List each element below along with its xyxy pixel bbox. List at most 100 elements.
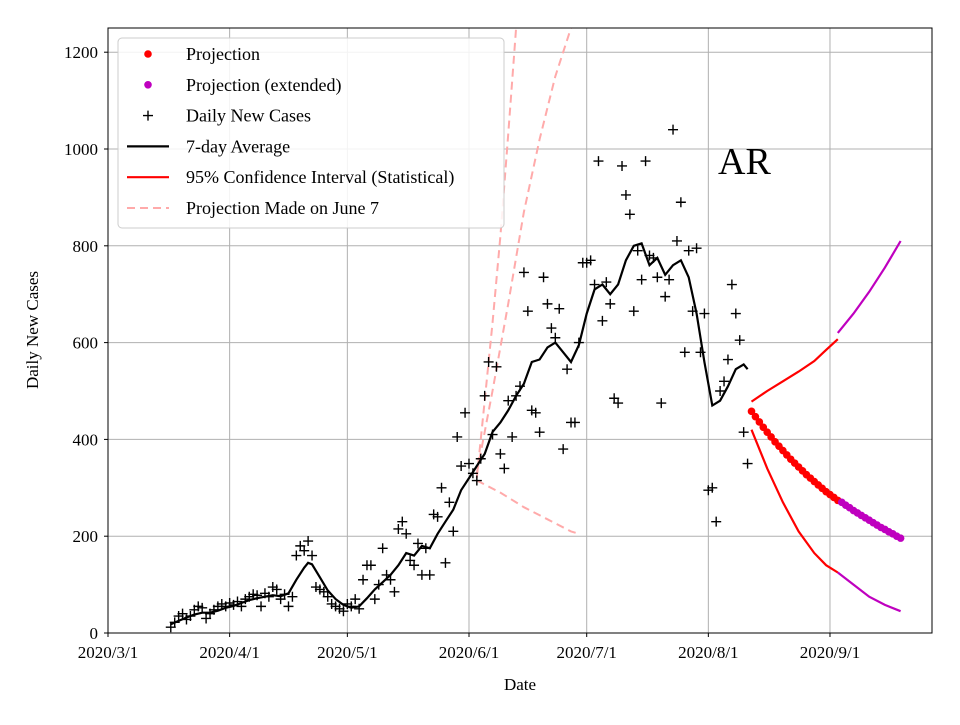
daily-case-marker xyxy=(456,461,467,472)
daily-case-marker xyxy=(463,458,474,469)
series-layer xyxy=(165,27,905,633)
daily-case-marker xyxy=(491,361,502,372)
projection-extended-point xyxy=(896,534,905,542)
x-tick-label: 2020/5/1 xyxy=(317,643,377,662)
daily-case-marker xyxy=(597,315,608,326)
projection-point xyxy=(751,412,760,421)
daily-case-marker xyxy=(444,497,455,508)
daily-case-marker xyxy=(177,608,188,619)
daily-case-marker xyxy=(585,255,596,266)
daily-case-marker xyxy=(664,274,675,285)
daily-case-marker xyxy=(711,516,722,527)
daily-case-marker xyxy=(605,298,616,309)
daily-case-marker xyxy=(640,156,651,167)
daily-case-marker xyxy=(636,274,647,285)
daily-case-marker xyxy=(518,267,529,278)
daily-case-marker xyxy=(338,606,349,617)
june7-projection-lower-line xyxy=(476,479,580,535)
seven-day-average-line xyxy=(170,242,749,626)
x-axis-title: Date xyxy=(504,675,536,694)
daily-case-marker xyxy=(530,407,541,418)
legend-label: Projection xyxy=(186,44,260,64)
x-tick-label: 2020/6/1 xyxy=(439,643,499,662)
daily-case-marker xyxy=(291,550,302,561)
daily-case-marker xyxy=(495,448,506,459)
daily-case-marker xyxy=(707,482,718,493)
daily-case-marker xyxy=(613,398,624,409)
legend: Projection Projection (extended) Daily New… xyxy=(117,37,505,229)
daily-case-marker xyxy=(358,574,369,585)
daily-case-marker xyxy=(412,538,423,549)
daily-case-marker xyxy=(719,376,730,387)
x-tick-label: 2020/7/1 xyxy=(556,643,616,662)
daily-case-marker xyxy=(365,560,376,571)
daily-case-marker xyxy=(538,272,549,283)
daily-case-marker xyxy=(303,536,314,547)
daily-case-marker xyxy=(632,245,643,256)
legend-dot-icon xyxy=(144,50,152,58)
x-tick-label: 2020/4/1 xyxy=(199,643,259,662)
daily-case-marker xyxy=(738,427,749,438)
daily-case-marker xyxy=(350,594,361,605)
daily-case-marker xyxy=(460,407,471,418)
daily-case-marker xyxy=(440,557,451,568)
daily-case-marker xyxy=(699,308,710,319)
daily-case-marker xyxy=(534,427,545,438)
daily-case-marker xyxy=(401,528,412,539)
daily-case-marker xyxy=(307,550,318,561)
daily-case-marker xyxy=(287,591,298,602)
projection-point xyxy=(747,407,756,416)
daily-case-marker xyxy=(322,591,333,602)
daily-case-marker xyxy=(385,574,396,585)
daily-case-marker xyxy=(671,235,682,246)
daily-case-marker xyxy=(562,364,573,375)
plot-frame xyxy=(107,27,933,634)
legend-label: Projection (extended) xyxy=(186,75,341,96)
daily-case-marker xyxy=(589,279,600,290)
daily-case-marker xyxy=(546,323,557,334)
ci-lower-line xyxy=(750,429,839,574)
daily-case-marker xyxy=(617,160,628,171)
daily-case-marker xyxy=(452,431,463,442)
daily-case-marker xyxy=(730,308,741,319)
daily-case-marker xyxy=(691,243,702,254)
daily-case-marker xyxy=(620,189,631,200)
daily-case-marker xyxy=(679,347,690,358)
legend-label: 7-day Average xyxy=(186,136,290,156)
daily-case-marker xyxy=(554,303,565,314)
ci-extended-lower-line xyxy=(837,571,902,613)
legend-label: 95% Confidence Interval (Statistical) xyxy=(186,167,454,188)
legend-label: Daily New Cases xyxy=(186,106,311,126)
state-annotation: AR xyxy=(718,141,771,183)
daily-case-marker xyxy=(432,511,443,522)
y-tick-label: 0 xyxy=(90,624,99,643)
daily-case-marker xyxy=(624,209,635,220)
daily-case-marker xyxy=(369,594,380,605)
daily-case-marker xyxy=(734,335,745,346)
daily-case-marker xyxy=(299,545,310,556)
ci-extended-upper-line xyxy=(836,240,902,334)
daily-case-marker xyxy=(715,386,726,396)
daily-case-marker xyxy=(499,463,510,474)
june7-projection-middle-line xyxy=(475,27,572,474)
daily-case-marker xyxy=(683,245,694,256)
daily-case-marker xyxy=(507,431,518,442)
axis-ticks: 2020/3/1 2020/4/1 2020/5/1 2020/6/1 2020/7/1… xyxy=(64,43,860,662)
x-tick-label: 2020/8/1 xyxy=(678,643,738,662)
daily-case-marker xyxy=(436,482,447,493)
legend-box xyxy=(117,37,505,229)
daily-case-marker xyxy=(197,602,208,613)
legend-dot-icon xyxy=(144,81,152,89)
daily-case-marker xyxy=(569,417,580,428)
daily-case-marker xyxy=(393,523,404,534)
daily-case-marker xyxy=(675,197,686,208)
daily-case-marker xyxy=(471,475,482,486)
daily-case-marker xyxy=(409,560,420,571)
x-tick-label: 2020/9/1 xyxy=(800,643,860,662)
daily-case-marker xyxy=(389,586,400,597)
daily-case-marker xyxy=(283,601,294,612)
daily-case-marker xyxy=(397,516,408,527)
daily-case-marker xyxy=(503,395,514,406)
